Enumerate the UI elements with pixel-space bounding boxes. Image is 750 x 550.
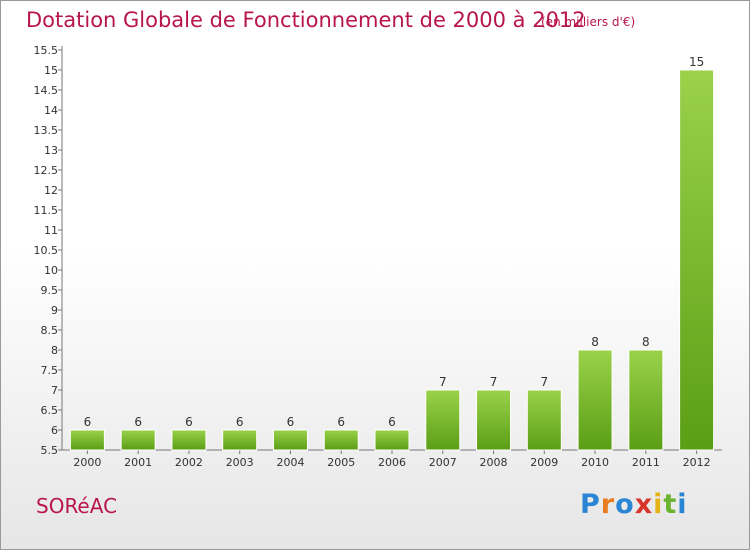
y-tick-label: 11 xyxy=(44,224,58,237)
x-tick-label-2010: 2010 xyxy=(581,456,609,469)
x-tick-label-2003: 2003 xyxy=(226,456,254,469)
y-tick-label: 13.5 xyxy=(34,124,59,137)
data-label-2006: 6 xyxy=(388,415,396,429)
data-label-2004: 6 xyxy=(287,415,295,429)
logo-letter: x xyxy=(634,489,654,520)
bar-2005 xyxy=(323,429,359,451)
y-tick-label: 10.5 xyxy=(34,244,59,257)
data-label-2001: 6 xyxy=(134,415,142,429)
y-tick-label: 10 xyxy=(44,264,58,277)
data-labels: 6 6 6 6 6 6 6 7 7 7 8 8 15 xyxy=(84,55,705,429)
y-tick-label: 7 xyxy=(51,384,58,397)
bar-2006 xyxy=(374,429,410,451)
logo-letter: o xyxy=(615,489,635,520)
x-tick-label-2002: 2002 xyxy=(175,456,203,469)
y-tick-label: 14.5 xyxy=(34,84,59,97)
y-tick-label: 9 xyxy=(51,304,58,317)
data-label-2007: 7 xyxy=(439,375,447,389)
logo-letter: r xyxy=(600,489,616,520)
x-tick-label-2007: 2007 xyxy=(429,456,457,469)
bar-2008 xyxy=(476,389,512,451)
logo-letter: i xyxy=(653,489,664,520)
y-tick-label: 12.5 xyxy=(34,164,59,177)
y-tick-label: 8.5 xyxy=(41,324,59,337)
x-tick-label-2005: 2005 xyxy=(327,456,355,469)
y-tick-label: 6.5 xyxy=(41,404,59,417)
chart-title: Dotation Globale de Fonctionnement de 20… xyxy=(26,8,586,32)
bar-2011 xyxy=(628,349,664,451)
y-tick-label: 15.5 xyxy=(34,44,59,57)
data-label-2008: 7 xyxy=(490,375,498,389)
unit-label: (en milliers d'€) xyxy=(541,15,636,29)
commune-name: SORéAC xyxy=(36,494,118,518)
bar-2001 xyxy=(120,429,156,451)
x-tick-label-2008: 2008 xyxy=(480,456,508,469)
y-tick-label: 9.5 xyxy=(41,284,59,297)
x-tick-label-2000: 2000 xyxy=(73,456,101,469)
bar-2003 xyxy=(222,429,258,451)
y-tick-label: 8 xyxy=(51,344,58,357)
axes: 5.5 6 6.5 7 7.5 8 8.5 9 9.5 10 10.5 11 11.5 12 12.5 13 1… xyxy=(34,44,722,469)
data-label-2010: 8 xyxy=(591,335,599,349)
y-tick-label: 14 xyxy=(44,104,58,117)
y-tick-label: 13 xyxy=(44,144,58,157)
bars xyxy=(69,69,715,451)
y-tick-label: 5.5 xyxy=(41,444,59,457)
bar-2000 xyxy=(69,429,105,451)
x-tick-label-2001: 2001 xyxy=(124,456,152,469)
x-tick-label-2006: 2006 xyxy=(378,456,406,469)
bar-2002 xyxy=(171,429,207,451)
x-tick-label-2009: 2009 xyxy=(530,456,558,469)
logo-letter: i xyxy=(677,489,688,520)
bar-2010 xyxy=(577,349,613,451)
bar-2012 xyxy=(679,69,715,451)
data-label-2003: 6 xyxy=(236,415,244,429)
data-label-2012: 15 xyxy=(689,55,704,69)
y-tick-label: 12 xyxy=(44,184,58,197)
data-label-2002: 6 xyxy=(185,415,193,429)
bar-2009 xyxy=(526,389,562,451)
y-tick-label: 7.5 xyxy=(41,364,59,377)
y-tick-label: 6 xyxy=(51,424,58,437)
bar-2007 xyxy=(425,389,461,451)
logo-letter: t xyxy=(663,489,678,520)
data-label-2000: 6 xyxy=(84,415,92,429)
y-tick-label: 11.5 xyxy=(34,204,59,217)
logo-letter: P xyxy=(580,489,601,520)
x-tick-label-2004: 2004 xyxy=(276,456,304,469)
proxiti-logo[interactable]: Proxiti xyxy=(580,489,688,520)
data-label-2009: 7 xyxy=(540,375,548,389)
x-tick-label-2012: 2012 xyxy=(683,456,711,469)
bar-2004 xyxy=(272,429,308,451)
data-label-2011: 8 xyxy=(642,335,650,349)
data-label-2005: 6 xyxy=(337,415,345,429)
x-tick-label-2011: 2011 xyxy=(632,456,660,469)
y-tick-label: 15 xyxy=(44,64,58,77)
